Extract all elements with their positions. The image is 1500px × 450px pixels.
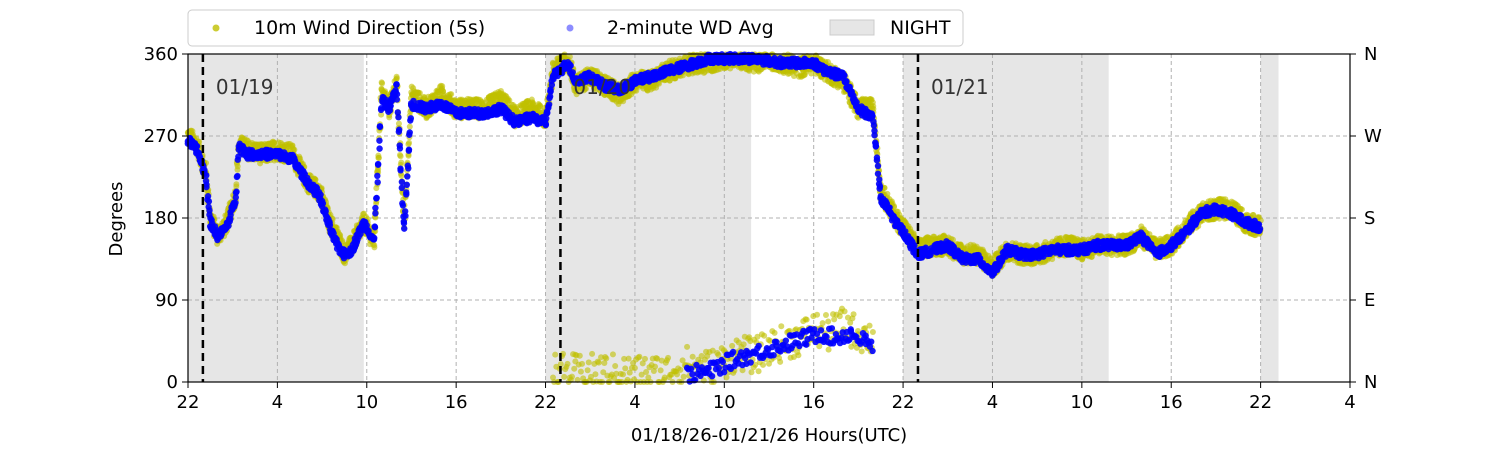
data-point (814, 311, 821, 318)
data-point (592, 371, 599, 378)
data-point (771, 329, 778, 336)
data-point (405, 152, 412, 159)
data-point (609, 351, 616, 358)
data-point (684, 343, 691, 350)
data-point (761, 332, 768, 339)
data-point (398, 172, 405, 179)
data-point (620, 371, 627, 378)
data-point (375, 154, 382, 161)
data-point (375, 166, 382, 173)
data-point (585, 359, 592, 366)
data-point (755, 368, 762, 375)
data-point (232, 189, 240, 196)
data-point (271, 139, 278, 146)
data-point (584, 367, 591, 374)
data-point (571, 365, 578, 372)
data-point (612, 362, 619, 369)
data-point (564, 360, 571, 367)
data-point (680, 373, 687, 380)
data-point (760, 361, 767, 368)
data-point (439, 83, 446, 90)
data-point (819, 320, 826, 327)
data-point (622, 365, 629, 372)
data-point (689, 353, 696, 360)
data-point (291, 146, 298, 153)
data-point (636, 353, 643, 360)
data-point (395, 120, 402, 127)
data-point (866, 322, 873, 329)
data-point (406, 139, 413, 146)
data-point (203, 181, 210, 188)
data-point (371, 234, 378, 242)
data-point (205, 198, 213, 205)
data-point (625, 355, 632, 362)
data-point (312, 176, 319, 183)
data-point (589, 350, 596, 357)
data-point (448, 91, 455, 98)
data-point (841, 308, 848, 315)
data-point (576, 352, 583, 359)
data-point (677, 366, 684, 373)
data-point (740, 341, 747, 348)
data-point (579, 360, 586, 367)
data-point (778, 323, 785, 330)
data-point (206, 207, 213, 214)
data-point (561, 373, 568, 380)
data-point (233, 173, 241, 181)
data-point (870, 103, 877, 110)
data-point (641, 355, 648, 362)
data-point (850, 311, 857, 318)
data-point (825, 346, 832, 353)
data-point (795, 352, 802, 359)
data-point (378, 111, 385, 118)
data-point (729, 342, 736, 349)
data-point (652, 363, 659, 370)
data-point (371, 242, 378, 249)
data-point (715, 351, 722, 358)
data-point (577, 368, 584, 375)
data-point (825, 318, 832, 325)
data-point (665, 354, 672, 361)
data-point (568, 373, 575, 380)
data-point (393, 73, 400, 80)
data-point (193, 143, 201, 150)
data-point (803, 316, 810, 323)
data-point (822, 311, 829, 318)
data-point (566, 53, 573, 60)
data-point (603, 355, 610, 362)
data-point (234, 163, 241, 170)
data-point (233, 181, 240, 188)
data-point (319, 200, 327, 207)
data-series-layer (184, 50, 1264, 385)
data-point (631, 364, 638, 371)
data-point (777, 358, 784, 365)
data-point (858, 348, 865, 355)
data-point (1238, 206, 1245, 213)
data-point (406, 123, 413, 130)
data-point (552, 351, 559, 358)
data-point (396, 151, 403, 158)
data-point (379, 80, 386, 87)
data-point (657, 367, 664, 374)
data-point (595, 359, 602, 366)
data-point (869, 328, 876, 335)
